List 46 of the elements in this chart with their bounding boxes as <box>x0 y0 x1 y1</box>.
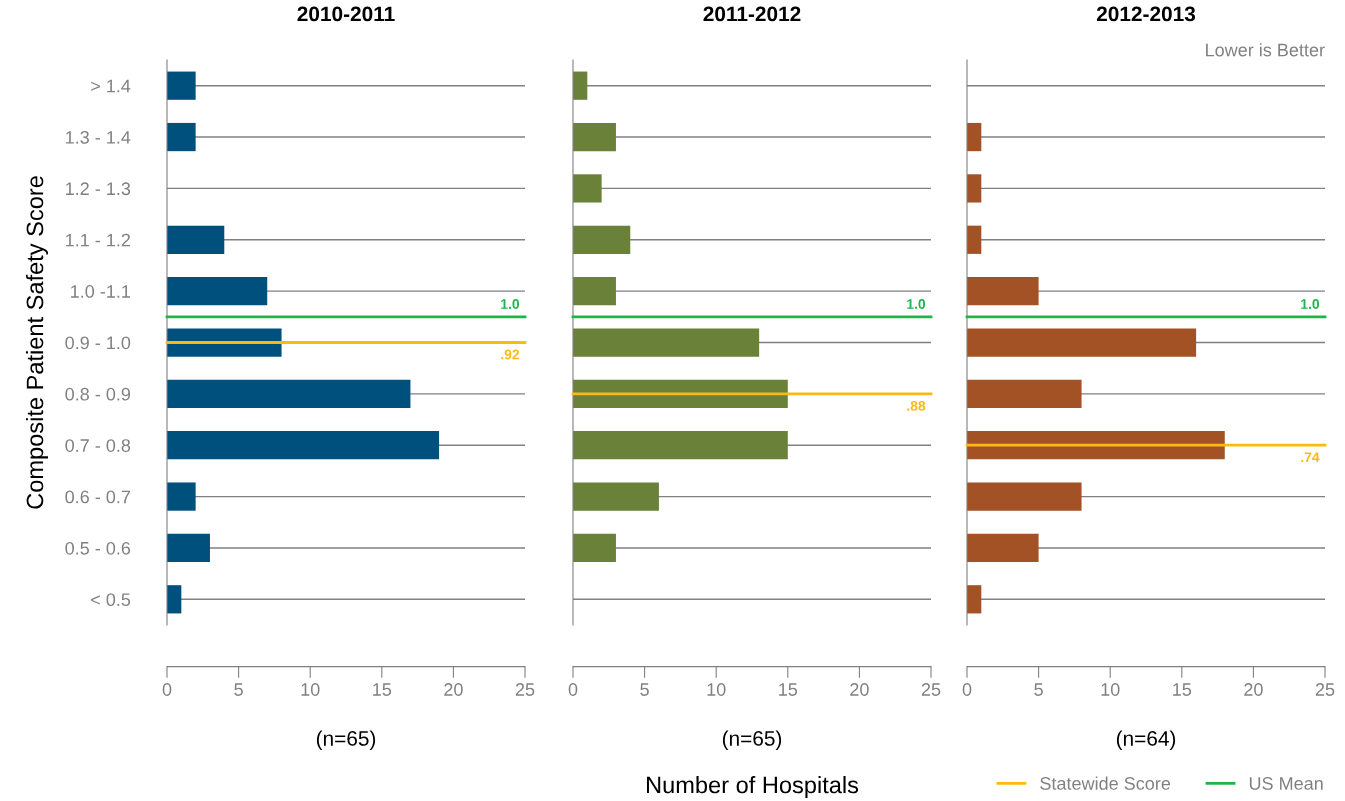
x-tick-label: 0 <box>162 683 172 696</box>
y-tick-label: 0.8 - 0.9 <box>65 387 131 401</box>
ref-line-label: 1.0 <box>1301 299 1320 309</box>
text: (n=65) <box>316 730 376 750</box>
y-tick-label: 1.2 - 1.3 <box>66 182 131 196</box>
x-tick-label: 5 <box>234 683 243 696</box>
chart-title: 2012-2013 <box>1096 6 1196 22</box>
y-axis-title: Composite Patient Safety Score <box>25 176 48 509</box>
ref-line-label: .88 <box>907 400 926 411</box>
x-tick-label: 15 <box>373 683 392 696</box>
x-tick-label: 25 <box>921 683 941 696</box>
x-tick-label: 5 <box>1034 683 1043 696</box>
x-tick-label: 10 <box>707 683 726 696</box>
text: Lower is Better <box>1206 43 1325 57</box>
ref-line-label: .92 <box>501 349 520 360</box>
y-tick-label: 0.5 - 0.6 <box>65 541 131 555</box>
text: (n=65) <box>722 730 782 750</box>
x-tick-label: 0 <box>962 683 972 696</box>
ref-line-label: 1.0 <box>907 299 926 309</box>
x-tick-label: 20 <box>1244 683 1263 696</box>
x-tick-label: 15 <box>779 683 798 696</box>
x-tick-label: 20 <box>850 683 869 696</box>
chart-title: 2010-2011 <box>297 6 395 22</box>
text: Statewide Score <box>1040 776 1171 790</box>
x-axis-title: Number of Hospitals <box>647 775 859 799</box>
x-tick-label: 5 <box>640 683 649 696</box>
y-tick-label: 1.0 -1.1 <box>71 285 131 298</box>
ref-line-label: .74 <box>1301 452 1320 462</box>
chart-title: 2011-2012 <box>703 6 801 22</box>
text: US Mean <box>1249 777 1323 790</box>
y-tick-label: 0.6 - 0.7 <box>65 490 130 504</box>
y-tick-label: 1.1 - 1.2 <box>66 233 130 247</box>
text: (n=64) <box>1116 730 1176 750</box>
x-tick-label: 20 <box>444 683 463 696</box>
y-tick-label: 0.7 - 0.8 <box>65 439 131 452</box>
y-tick-label: > 1.4 <box>91 79 131 93</box>
x-tick-label: 10 <box>301 683 320 696</box>
ref-line-label: 1.0 <box>501 299 520 309</box>
x-tick-label: 10 <box>1101 683 1120 696</box>
y-tick-label: 0.9 - 1.0 <box>65 336 131 350</box>
x-tick-label: 0 <box>568 683 578 696</box>
y-tick-label: < 0.5 <box>91 593 131 607</box>
x-tick-label: 15 <box>1173 683 1192 696</box>
x-tick-label: 25 <box>1315 683 1335 696</box>
y-tick-label: 1.3 - 1.4 <box>66 130 131 144</box>
x-tick-label: 25 <box>515 683 535 696</box>
